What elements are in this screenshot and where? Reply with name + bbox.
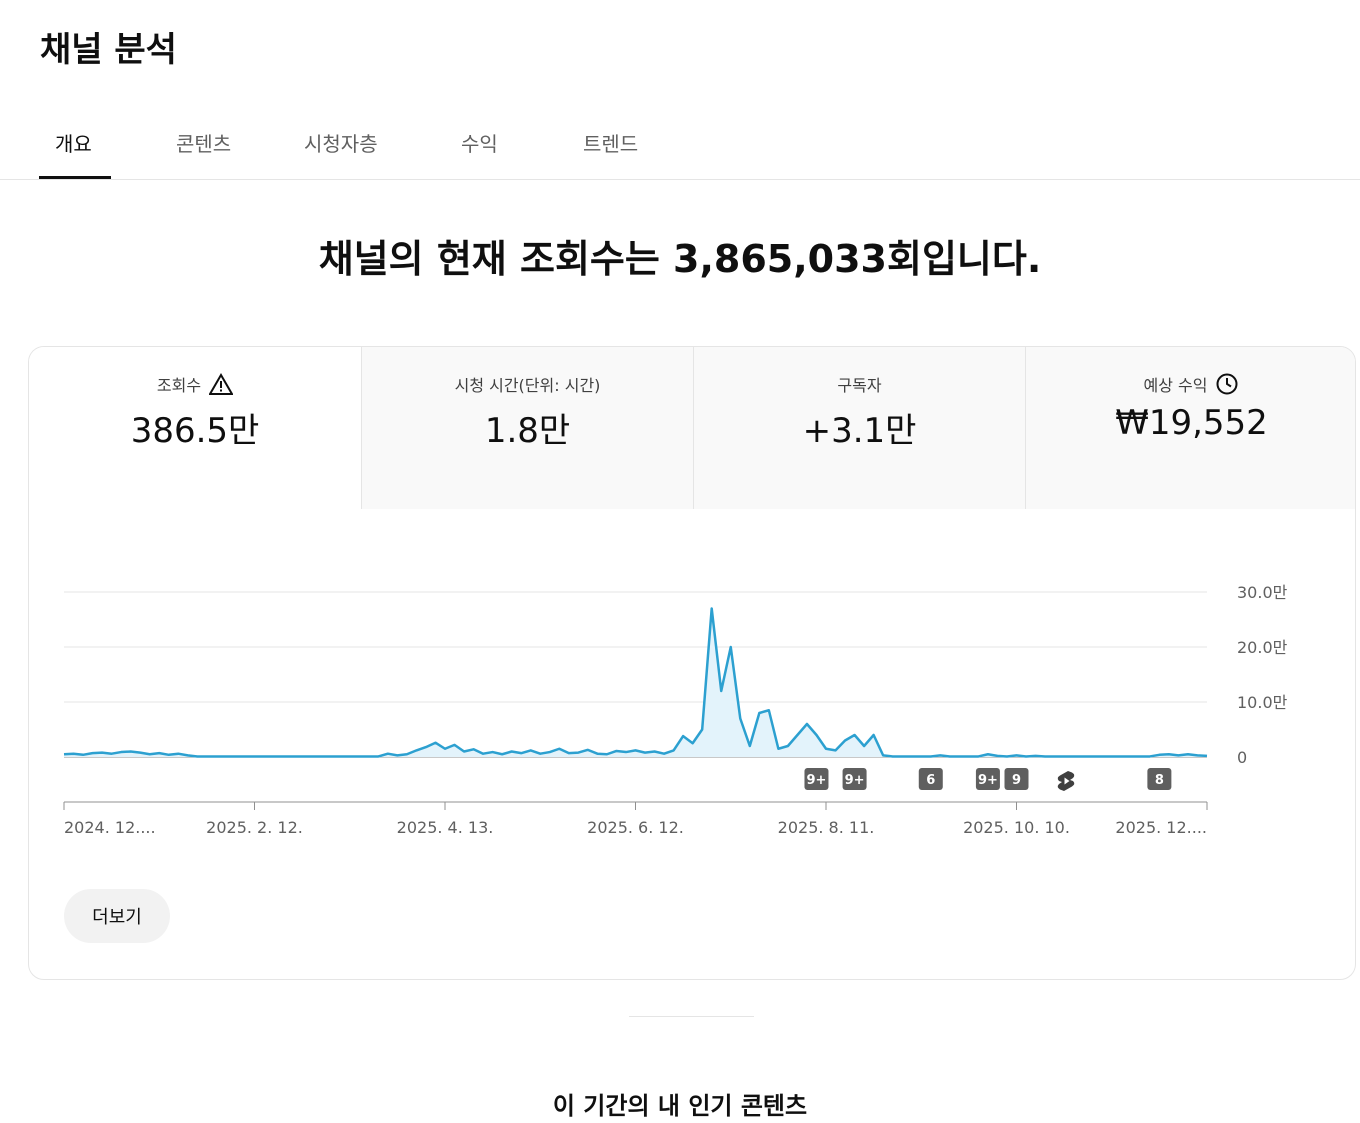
x-tick-label: 2024. 12.... [64,818,156,837]
chart: 0 10.0만 20.0만 30.0만 2024. 12.... 2025. 2. 12.… [63,583,1288,837]
tab[interactable]: 수익 [461,132,498,156]
annotation-label: 9+ [978,773,998,788]
shorts-icon [1057,771,1075,791]
section-divider [629,1016,754,1017]
section-title: 이 기간의 내 인기 콘텐츠 [552,1092,808,1120]
page-title: 채널 분석 [40,30,177,70]
annotation-badge[interactable] [975,768,1000,790]
x-tick-label: 2025. 2. 12. [206,818,303,837]
annotation-label: 8 [1155,773,1164,788]
tab[interactable]: 개요 [55,132,92,156]
metric-value: +3.1만 [802,411,917,451]
annotation-label: 6 [926,773,935,788]
y-tick-label: 10.0만 [1237,693,1288,712]
x-tick-label: 2025. 4. 13. [397,818,494,837]
metrics-card: 조회수 386.5만 시청 시간(단위: 시간) 1.8만 구독자 +3.1만 예상 수익 ₩… [28,346,1356,980]
tab-divider [0,179,1360,180]
metric-value: 1.8만 [484,411,571,451]
y-tick-label: 20.0만 [1237,638,1288,657]
annotation-badge[interactable] [842,768,867,790]
area [64,608,1207,757]
y-tick-label: 0 [1237,748,1247,767]
metric-tab[interactable]: 구독자 +3.1만 [693,347,1025,509]
annotation-label: 9+ [806,773,826,788]
metric-label-row: 조회수 [29,373,361,395]
metric-value: 386.5만 [130,411,260,451]
metric-label-row: 예상 수익 [1026,373,1355,395]
more-button[interactable]: 더보기 [64,889,170,943]
metric-label: 시청 시간(단위: 시간) [454,376,601,395]
annotation-badge[interactable] [918,768,943,790]
annotation-badge[interactable] [1147,768,1172,790]
tab[interactable]: 콘텐츠 [176,132,232,156]
tab[interactable]: 트렌드 [583,132,639,156]
metric-value: ₩19,552 [1115,403,1268,443]
x-tick-label: 2025. 6. 12. [587,818,684,837]
x-tick-label: 2025. 8. 11. [778,818,875,837]
metric-label-row: 구독자 [694,373,1025,395]
metric-tab[interactable]: 예상 수익 ₩19,552 [1025,347,1355,509]
line [63,607,1208,758]
tab[interactable]: 시청자층 [304,132,378,156]
clock-icon [1216,373,1238,395]
tab-indicator [39,176,111,179]
x-tick-label: 2025. 10. 10. [963,818,1070,837]
metric-tab[interactable]: 시청 시간(단위: 시간) 1.8만 [361,347,693,509]
warning-icon [209,373,234,395]
annotation-badge[interactable] [1004,768,1029,790]
metric-label: 예상 수익 [1143,376,1208,395]
metric-label: 조회수 [156,376,202,395]
y-tick-label: 30.0만 [1237,583,1288,602]
annotation-label: 9 [1012,773,1021,788]
metric-label: 구독자 [837,376,882,395]
annotation-label: 9+ [845,773,865,788]
annotation-badge[interactable] [804,768,829,790]
headline: 채널의 현재 조회수는 3,865,033회입니다. [318,237,1042,281]
x-tick-label: 2025. 12.... [1115,818,1207,837]
metric-label-row: 시청 시간(단위: 시간) [362,373,693,395]
metric-tab[interactable]: 조회수 386.5만 [29,347,361,509]
